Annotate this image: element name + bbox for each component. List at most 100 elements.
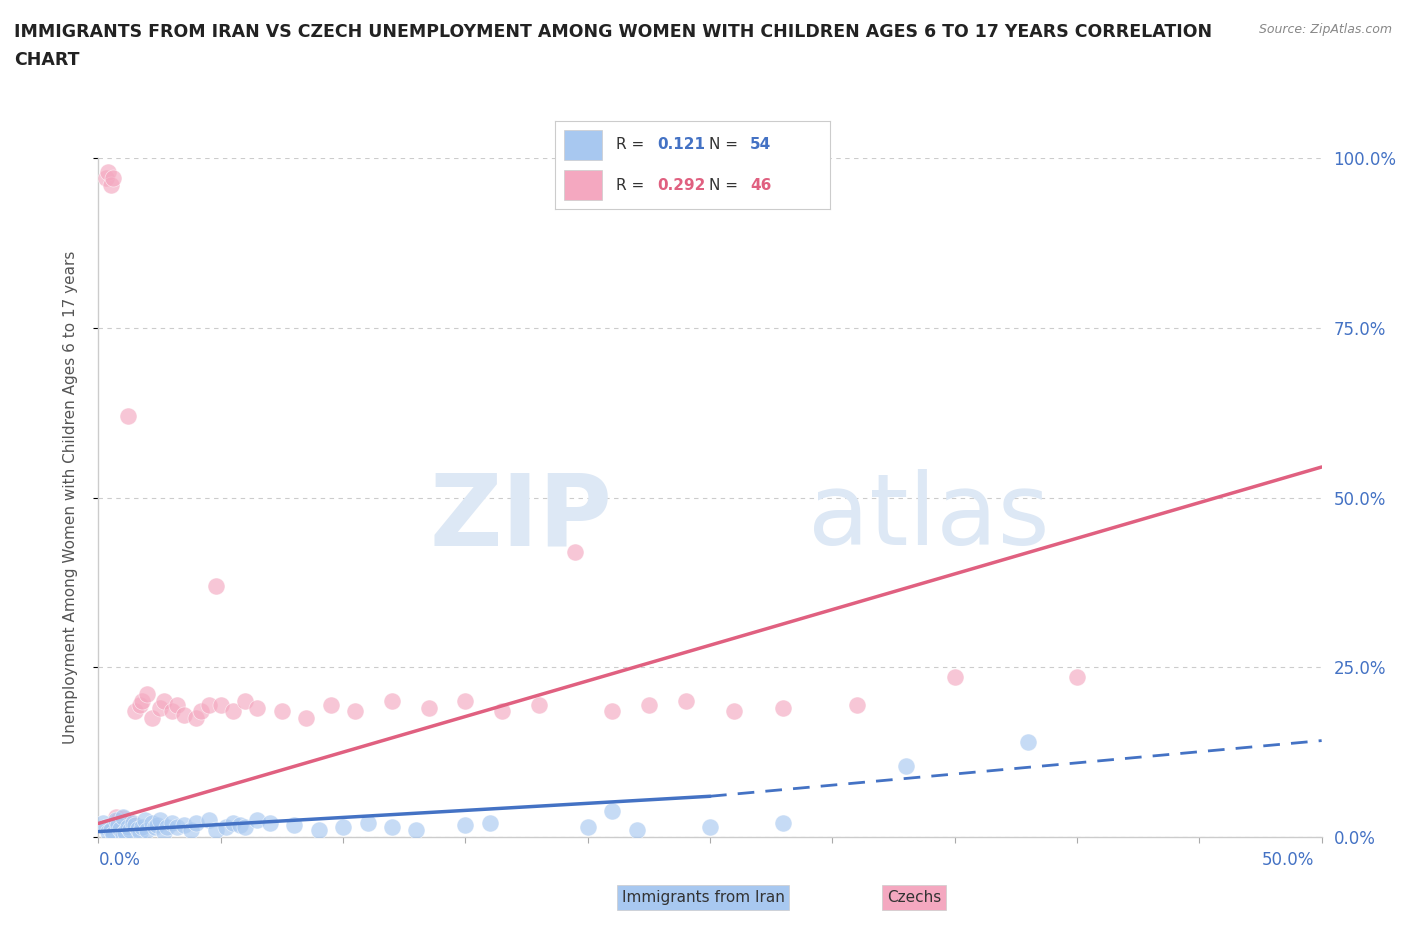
Point	[332, 819, 354, 834]
Point	[344, 704, 367, 719]
Point	[91, 816, 114, 830]
Point	[131, 694, 153, 709]
Point	[129, 698, 152, 712]
Point	[160, 704, 183, 719]
Point	[405, 823, 427, 838]
Point	[136, 687, 159, 702]
Point	[638, 698, 661, 712]
Point	[845, 698, 868, 712]
Point	[418, 700, 440, 715]
Point	[308, 823, 330, 838]
Point	[233, 694, 256, 709]
Point	[143, 819, 166, 834]
Text: CHART: CHART	[14, 51, 80, 69]
Text: R =: R =	[616, 178, 648, 193]
Point	[772, 700, 794, 715]
Point	[381, 819, 404, 834]
Point	[104, 813, 127, 828]
Point	[127, 821, 149, 836]
Point	[173, 708, 195, 723]
Point	[120, 823, 142, 838]
Point	[478, 816, 501, 830]
Text: Immigrants from Iran: Immigrants from Iran	[621, 890, 785, 905]
Point	[246, 813, 269, 828]
Point	[723, 704, 745, 719]
Text: Czechs: Czechs	[887, 890, 941, 905]
Point	[214, 819, 236, 834]
Text: ZIP: ZIP	[429, 470, 612, 566]
Text: N =: N =	[709, 138, 742, 153]
Point	[600, 804, 623, 818]
Point	[101, 826, 124, 841]
Text: 50.0%: 50.0%	[1263, 851, 1315, 870]
Point	[120, 815, 142, 830]
Point	[699, 819, 721, 834]
Point	[190, 704, 212, 719]
Point	[222, 704, 245, 719]
Point	[146, 817, 169, 832]
Point	[149, 813, 172, 828]
Point	[129, 824, 152, 839]
Point	[131, 819, 153, 834]
Point	[943, 670, 966, 684]
Point	[356, 816, 378, 830]
Point	[675, 694, 697, 709]
Point	[894, 758, 917, 773]
Point	[180, 823, 202, 838]
Point	[295, 711, 318, 725]
Point	[104, 809, 127, 824]
Point	[209, 698, 232, 712]
Point	[153, 824, 176, 839]
FancyBboxPatch shape	[564, 130, 602, 160]
Point	[110, 821, 132, 836]
Point	[186, 816, 208, 830]
Point	[100, 823, 122, 838]
Point	[454, 694, 477, 709]
Point	[100, 178, 122, 193]
Point	[197, 813, 219, 828]
Point	[527, 698, 550, 712]
Text: 54: 54	[749, 138, 772, 153]
Point	[94, 819, 117, 834]
Text: 0.292: 0.292	[657, 178, 706, 193]
Point	[186, 711, 208, 725]
Point	[166, 698, 188, 712]
FancyBboxPatch shape	[564, 170, 602, 201]
Y-axis label: Unemployment Among Women with Children Ages 6 to 17 years: Unemployment Among Women with Children A…	[63, 251, 77, 744]
Point	[205, 823, 228, 838]
Point	[1017, 735, 1039, 750]
Text: 0.0%: 0.0%	[98, 851, 141, 870]
Point	[283, 817, 305, 832]
Point	[319, 698, 342, 712]
Point	[576, 819, 599, 834]
Point	[205, 578, 228, 593]
Point	[111, 809, 134, 824]
Point	[153, 694, 176, 709]
Point	[772, 816, 794, 830]
Point	[110, 816, 132, 830]
Text: IMMIGRANTS FROM IRAN VS CZECH UNEMPLOYMENT AMONG WOMEN WITH CHILDREN AGES 6 TO 1: IMMIGRANTS FROM IRAN VS CZECH UNEMPLOYME…	[14, 23, 1212, 41]
Point	[229, 817, 252, 832]
Point	[94, 171, 117, 186]
Point	[117, 819, 139, 834]
Point	[626, 823, 648, 838]
Text: 0.121: 0.121	[657, 138, 704, 153]
Point	[141, 711, 163, 725]
Point	[107, 817, 129, 832]
Point	[124, 817, 146, 832]
Point	[233, 819, 256, 834]
Text: atlas: atlas	[808, 470, 1049, 566]
Point	[259, 816, 281, 830]
Point	[246, 700, 269, 715]
Point	[134, 813, 156, 828]
Point	[491, 704, 513, 719]
Point	[107, 813, 129, 828]
Point	[111, 826, 134, 841]
Text: N =: N =	[709, 178, 742, 193]
Point	[454, 817, 477, 832]
Text: Source: ZipAtlas.com: Source: ZipAtlas.com	[1258, 23, 1392, 36]
Point	[222, 816, 245, 830]
Point	[160, 816, 183, 830]
Point	[114, 824, 136, 839]
Point	[173, 817, 195, 832]
